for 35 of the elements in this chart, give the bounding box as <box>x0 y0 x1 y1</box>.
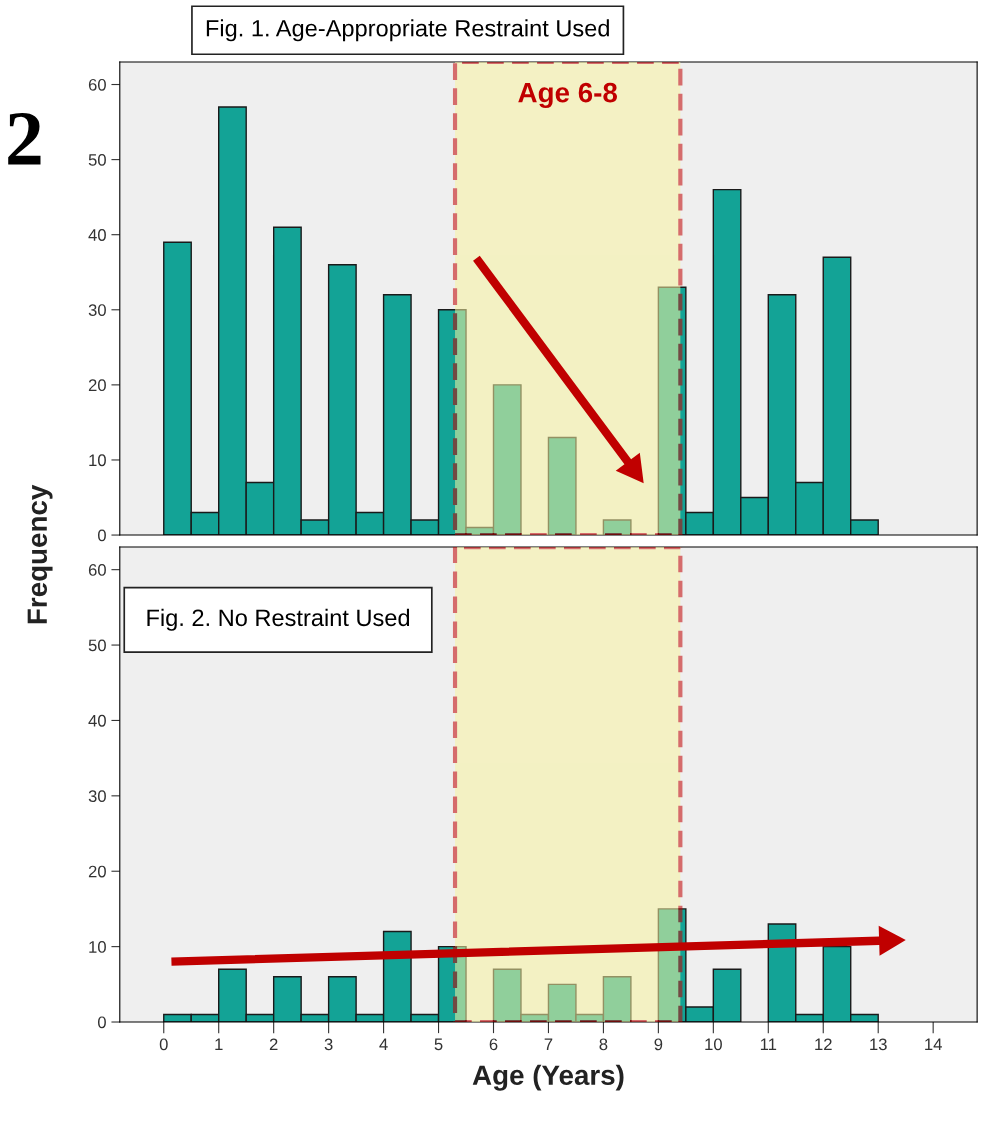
text: Fig. 2. No Restraint Used <box>147 608 410 631</box>
y-tick-label: 30 <box>88 304 106 316</box>
x-tick-label: 13 <box>870 1038 887 1051</box>
text: 2 <box>8 112 41 165</box>
x-tick-label: 2 <box>269 1038 278 1051</box>
y-tick-label: 0 <box>97 529 106 542</box>
y-tick-label: 60 <box>88 564 106 576</box>
y-tick-label: 50 <box>88 639 106 652</box>
x-tick-label: 1 <box>215 1038 223 1051</box>
y-axis-title: Frequency <box>27 484 53 624</box>
y-tick-label: 20 <box>88 379 106 392</box>
y-tick-label: 50 <box>88 154 106 166</box>
y-tick-label: 30 <box>88 790 106 803</box>
x-tick-label: 3 <box>324 1038 333 1051</box>
x-tick-label: 10 <box>705 1038 722 1051</box>
chart-title: Fig. 1. Age-Appropriate Restraint Used <box>206 19 609 42</box>
y-tick-label: 0 <box>97 1016 106 1029</box>
x-tick-label: 7 <box>544 1038 553 1051</box>
y-tick-label: 20 <box>88 865 106 878</box>
x-tick-label: 12 <box>815 1038 832 1051</box>
x-tick-label: 0 <box>159 1038 168 1051</box>
x-tick-label: 6 <box>489 1038 498 1051</box>
y-tick-label: 10 <box>89 454 106 467</box>
x-tick-label: 14 <box>925 1038 942 1051</box>
x-axis-title: Age (Years) <box>472 1064 624 1091</box>
x-tick-label: 8 <box>599 1038 608 1051</box>
x-tick-label: 5 <box>434 1038 443 1051</box>
x-tick-label: 4 <box>379 1038 388 1051</box>
y-tick-label: 40 <box>88 229 106 241</box>
y-tick-label: 40 <box>88 714 106 727</box>
x-tick-label: 9 <box>654 1038 663 1051</box>
band-label: Age 6-8 <box>518 82 618 109</box>
x-tick-label: 11 <box>760 1038 777 1051</box>
y-tick-label: 10 <box>89 941 106 953</box>
y-tick-label: 60 <box>88 78 106 91</box>
